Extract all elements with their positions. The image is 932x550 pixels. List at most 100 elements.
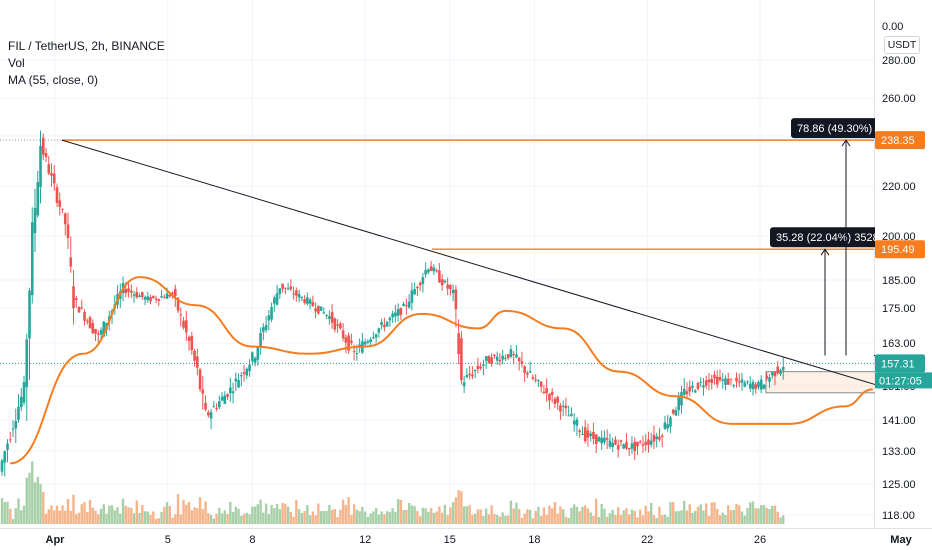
candle-body [347,335,350,351]
volume-bar [641,515,645,524]
time-tick-label: 12 [359,534,371,546]
ma-indicator-label[interactable]: MA (55, close, 0) [8,73,99,87]
candle-body [355,352,359,354]
volume-bar [479,509,482,524]
volume-bar [589,512,592,524]
volume-bar [47,509,50,524]
volume-bar [674,511,678,524]
volume-bar [53,510,56,524]
volume-bar [314,515,317,524]
candle-body [575,419,579,426]
candle-body [561,405,565,407]
currency-unit-badge[interactable]: USDT [884,36,920,54]
volume-bar [710,502,713,524]
price-tick-label: 260.00 [882,93,916,105]
level-mid-tag-bg [875,240,925,259]
volume-bar [782,515,785,524]
volume-bar [773,505,777,524]
volume-bar [713,502,716,524]
volume-bar [88,499,92,524]
candle-body [154,298,158,300]
volume-bar [160,512,163,524]
volume-bar [512,508,515,524]
candle-body [526,372,529,375]
volume-bar [438,506,441,524]
volume-indicator-label[interactable]: Vol [8,56,25,70]
volume-bar [141,505,144,524]
volume-bar [608,513,612,524]
last-price-tag-bg [875,354,925,373]
volume-bar [193,507,196,524]
candle-body [567,415,570,417]
volume-bar [231,512,235,524]
volume-bar [116,507,119,524]
candle-body [682,388,686,395]
candle-body [446,284,449,289]
candle-body [548,393,551,401]
volume-bar [152,511,155,524]
volume-bar [650,502,653,524]
volume-bar [760,505,763,524]
candle-body [757,382,760,388]
volume-bar [509,500,513,524]
candle-body [237,379,240,388]
volume-bar [729,510,733,524]
candle-body [372,337,375,339]
volume-bar [779,517,782,524]
volume-bar [680,510,683,524]
volume-bar [583,505,587,524]
volume-bar [341,499,345,524]
candle-body [300,296,304,298]
candle-body [25,339,29,388]
volume-bar [495,514,499,524]
candle-body [410,290,414,303]
volume-bar [328,504,331,524]
candle-body [770,372,774,376]
volume-bar [234,506,238,524]
candle-body [182,320,185,328]
candle-body [644,441,648,445]
candle-body [303,299,306,304]
volume-bar [578,511,581,524]
candle-body [542,391,546,394]
volume-bar [550,508,554,524]
volume-bar [380,511,383,524]
volume-bar [143,511,147,524]
candle-body [88,317,92,329]
volume-bar [740,511,744,524]
candle-body [174,289,177,297]
candle-body [677,397,681,411]
volume-bar [198,497,202,524]
measure-label: 35.28 (22.04%) 3528 [776,232,879,244]
candle-body [751,382,755,390]
volume-bar [108,505,111,524]
candle-body [47,164,51,174]
volume-bar [42,491,45,524]
volume-bar [69,510,72,524]
volume-bar [639,509,642,524]
candle-body [179,314,183,316]
candle-body [482,364,485,366]
volume-bar [443,504,447,524]
candle-body [306,297,309,304]
volume-bar [605,516,609,524]
candle-body [781,366,785,371]
candle-body [314,308,317,312]
volume-bar [424,508,427,524]
volume-bar [286,506,290,524]
volume-bar [50,505,53,524]
candle-body [41,137,45,155]
candle-body [262,327,265,332]
volume-bar [240,515,243,524]
volume-bar [421,507,425,524]
candle-body [8,439,12,441]
volume-bar [388,511,392,524]
candle-body [341,330,345,339]
volume-bar [154,518,158,524]
volume-bar [174,514,177,524]
candle-body [50,173,53,176]
candle-body [465,375,469,378]
candle-body [124,288,128,294]
candle-body [311,302,315,307]
